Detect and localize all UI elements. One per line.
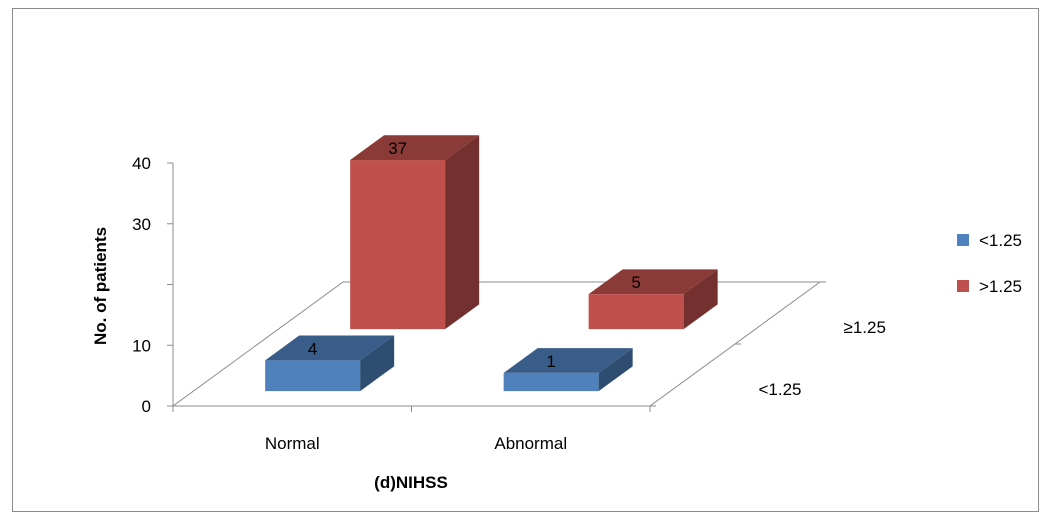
x-axis-title: (d)NIHSS: [374, 473, 448, 492]
data-label: 1: [546, 352, 555, 371]
bar-top: [265, 335, 395, 361]
bar-top: [503, 348, 633, 373]
data-label: 4: [308, 339, 317, 358]
legend-swatch: [957, 234, 969, 246]
bar: [503, 348, 633, 392]
bar-side: [683, 269, 718, 330]
bar: [588, 269, 718, 330]
depth-tick-label: ≥1.25: [844, 318, 886, 337]
bar-front: [503, 372, 599, 392]
bar-front: [265, 360, 361, 392]
legend-label: >1.25: [979, 277, 1022, 296]
bar-front: [588, 294, 684, 330]
y-tick-label: 10: [132, 336, 151, 355]
y-tick-label: 0: [142, 397, 151, 416]
data-label: 5: [631, 273, 640, 292]
data-label: 37: [388, 139, 407, 158]
bar-side: [445, 135, 480, 330]
chart-frame: [12, 8, 1039, 512]
bar-side: [360, 335, 395, 392]
x-tick-label: Abnormal: [494, 434, 567, 453]
legend-label: <1.25: [979, 231, 1022, 250]
bar: [350, 135, 480, 330]
x-tick-label: Normal: [265, 434, 320, 453]
y-axis-title: No. of patients: [91, 227, 110, 345]
bar: [265, 335, 395, 392]
bar-top: [350, 135, 480, 161]
bar-top: [588, 269, 718, 295]
y-tick-label: 40: [132, 154, 151, 173]
bar-side: [598, 348, 633, 392]
y-tick-label: 30: [132, 215, 151, 234]
depth-tick-label: <1.25: [759, 380, 802, 399]
bar-front: [350, 160, 446, 330]
legend-swatch: [957, 280, 969, 292]
